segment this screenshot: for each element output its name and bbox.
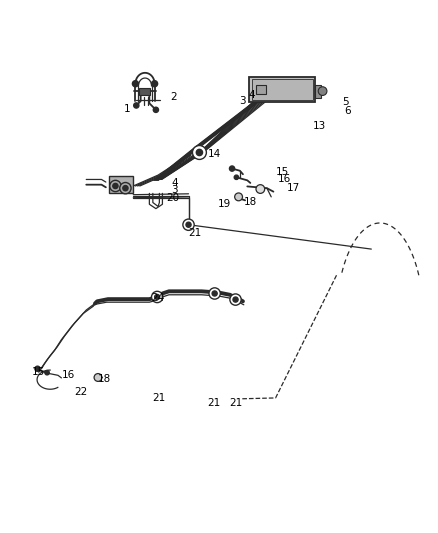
Circle shape	[120, 182, 131, 194]
Circle shape	[235, 193, 243, 201]
Circle shape	[153, 107, 159, 112]
Text: 1: 1	[124, 104, 131, 114]
Text: 20: 20	[167, 193, 180, 203]
Text: 18: 18	[244, 197, 257, 207]
Bar	[252, 79, 313, 100]
Text: 14: 14	[208, 149, 221, 159]
Circle shape	[196, 149, 202, 156]
Text: 16: 16	[278, 174, 291, 184]
Text: 24: 24	[152, 293, 165, 303]
Circle shape	[45, 370, 49, 375]
Text: 15: 15	[32, 367, 45, 377]
Text: 5: 5	[342, 97, 349, 107]
Text: 15: 15	[276, 167, 289, 177]
Circle shape	[233, 297, 238, 302]
Circle shape	[113, 183, 118, 189]
Bar	[250, 77, 315, 102]
Circle shape	[230, 166, 235, 171]
Circle shape	[123, 185, 128, 191]
Circle shape	[152, 292, 163, 303]
Circle shape	[186, 222, 191, 227]
Circle shape	[256, 184, 265, 193]
Text: 22: 22	[74, 387, 87, 397]
Bar	[139, 87, 150, 94]
Text: 21: 21	[229, 398, 242, 408]
Text: 21: 21	[152, 393, 166, 403]
Bar	[256, 85, 265, 94]
Text: 21: 21	[188, 228, 201, 238]
Circle shape	[209, 288, 220, 299]
Circle shape	[132, 80, 138, 87]
Text: 18: 18	[98, 374, 111, 384]
Bar	[315, 85, 321, 98]
Circle shape	[234, 175, 239, 180]
Circle shape	[230, 294, 241, 305]
Circle shape	[152, 80, 158, 87]
Circle shape	[94, 374, 102, 382]
Circle shape	[318, 87, 327, 95]
Text: 2: 2	[170, 92, 177, 102]
Text: 13: 13	[312, 122, 326, 131]
Circle shape	[212, 291, 217, 296]
Circle shape	[155, 294, 160, 300]
Circle shape	[192, 146, 206, 159]
Text: 16: 16	[62, 370, 75, 381]
Circle shape	[183, 219, 194, 230]
Text: 6: 6	[344, 106, 351, 116]
Circle shape	[110, 180, 121, 192]
Text: 3: 3	[171, 185, 178, 195]
Text: 21: 21	[207, 398, 220, 408]
Circle shape	[35, 366, 40, 372]
Text: 4: 4	[248, 90, 255, 100]
Text: 4: 4	[171, 178, 178, 188]
Text: 19: 19	[218, 199, 231, 209]
Bar	[110, 176, 133, 193]
Text: 3: 3	[240, 96, 246, 106]
Text: 17: 17	[287, 183, 300, 193]
Circle shape	[134, 103, 139, 108]
